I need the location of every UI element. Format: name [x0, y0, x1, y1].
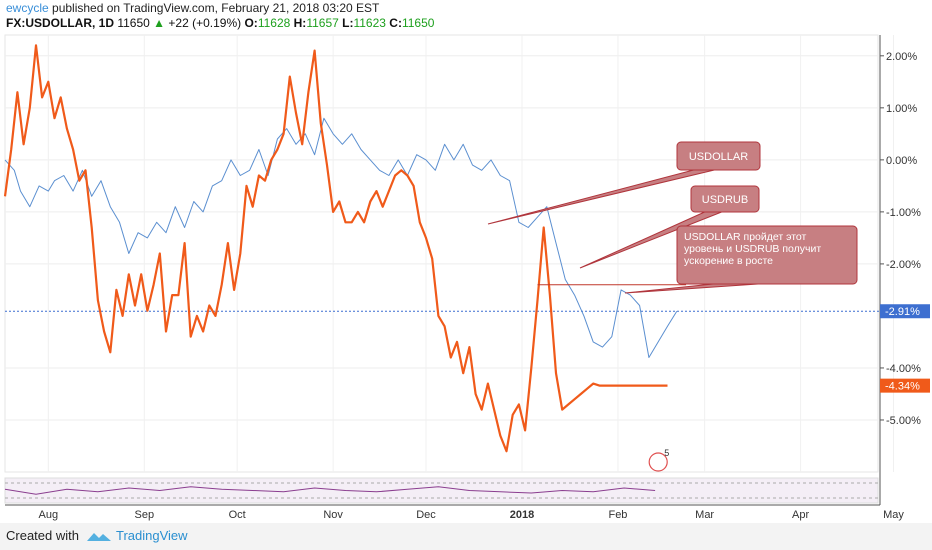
- x-tick-label: Feb: [608, 509, 627, 521]
- y-tick-label: -1.00%: [886, 207, 921, 219]
- price-value: 11650: [117, 16, 150, 30]
- x-tick-label: 2018: [510, 509, 534, 521]
- high-label: H:: [293, 16, 307, 30]
- high-value: 11657: [306, 16, 339, 30]
- callout-usdrub-text: USDRUB: [702, 194, 748, 206]
- usdollar-series-line: [4, 117, 678, 358]
- low-value: 11623: [353, 16, 386, 30]
- usdrub-last-value-badge: [880, 378, 930, 393]
- callout-note-pointer: [624, 283, 759, 294]
- y-tick-label: 1.00%: [886, 103, 917, 115]
- x-tick-label: May: [883, 509, 904, 521]
- created-with-label: Created with: [6, 528, 79, 543]
- symbol-line: FX:USDOLLAR, 1D 11650 ▲ +22 (+0.19%) O:1…: [6, 16, 434, 30]
- y-tick-label: 0.00%: [886, 155, 917, 167]
- footer-bar: Created with TradingView: [0, 523, 932, 550]
- tradingview-logo-icon: [87, 533, 111, 541]
- y-tick-label: -5.00%: [886, 415, 921, 427]
- rsi-line: [4, 486, 656, 495]
- rsi-pane-bg: [4, 477, 879, 504]
- price-chart[interactable]: 2.00% 1.00% 0.00% -1.00% -2.00% -4.00% -5.00% A…: [0, 0, 932, 523]
- x-tick-label: Mar: [695, 509, 714, 521]
- y-tick-label: -4.00%: [886, 363, 921, 375]
- callout-note: [676, 225, 858, 285]
- open-value: 11628: [257, 16, 291, 30]
- event-badge-count: 5: [664, 448, 669, 458]
- x-tick-label: Sep: [135, 509, 155, 521]
- callout-note-text-line: ускорение в росте: [684, 255, 773, 267]
- close-label: C:: [389, 16, 402, 30]
- x-tick-label: Nov: [323, 509, 343, 521]
- usdollar-last-value-badge-text: -2.91%: [885, 306, 920, 318]
- symbol-name[interactable]: FX:USDOLLAR, 1D: [6, 16, 114, 30]
- publish-info: published on TradingView.com, February 2…: [52, 1, 380, 15]
- callout-note-text-line: уровень и USDRUB получит: [684, 243, 821, 255]
- callout-usdollar: [676, 141, 761, 171]
- y-tick-label: -2.00%: [886, 259, 921, 271]
- open-label: O:: [244, 16, 258, 30]
- callout-usdollar-text: USDOLLAR: [689, 151, 748, 163]
- price-change: +22 (+0.19%): [168, 16, 242, 30]
- y-tick-label: 2.00%: [886, 51, 917, 63]
- x-tick-label: Oct: [229, 509, 246, 521]
- usdrub-last-value-badge-text: -4.34%: [885, 381, 920, 393]
- usdrub-series-line: [3, 44, 668, 453]
- publish-header: ewcycle published on TradingView.com, Fe…: [6, 1, 379, 15]
- up-arrow-icon: ▲: [153, 16, 166, 30]
- tradingview-brand-link[interactable]: TradingView: [116, 528, 188, 543]
- callout-usdrub: [690, 185, 760, 213]
- x-tick-label: Apr: [792, 509, 809, 521]
- callout-note-text-line: USDOLLAR пройдет этот: [684, 231, 807, 243]
- x-tick-label: Aug: [39, 509, 59, 521]
- x-tick-label: Dec: [416, 509, 436, 521]
- close-value: 11650: [401, 16, 435, 30]
- usdollar-last-value-badge: [880, 304, 930, 319]
- low-label: L:: [342, 16, 354, 30]
- author-link[interactable]: ewcycle: [6, 1, 49, 15]
- plot-frame: [4, 34, 879, 473]
- earnings-event-icon: [648, 452, 668, 472]
